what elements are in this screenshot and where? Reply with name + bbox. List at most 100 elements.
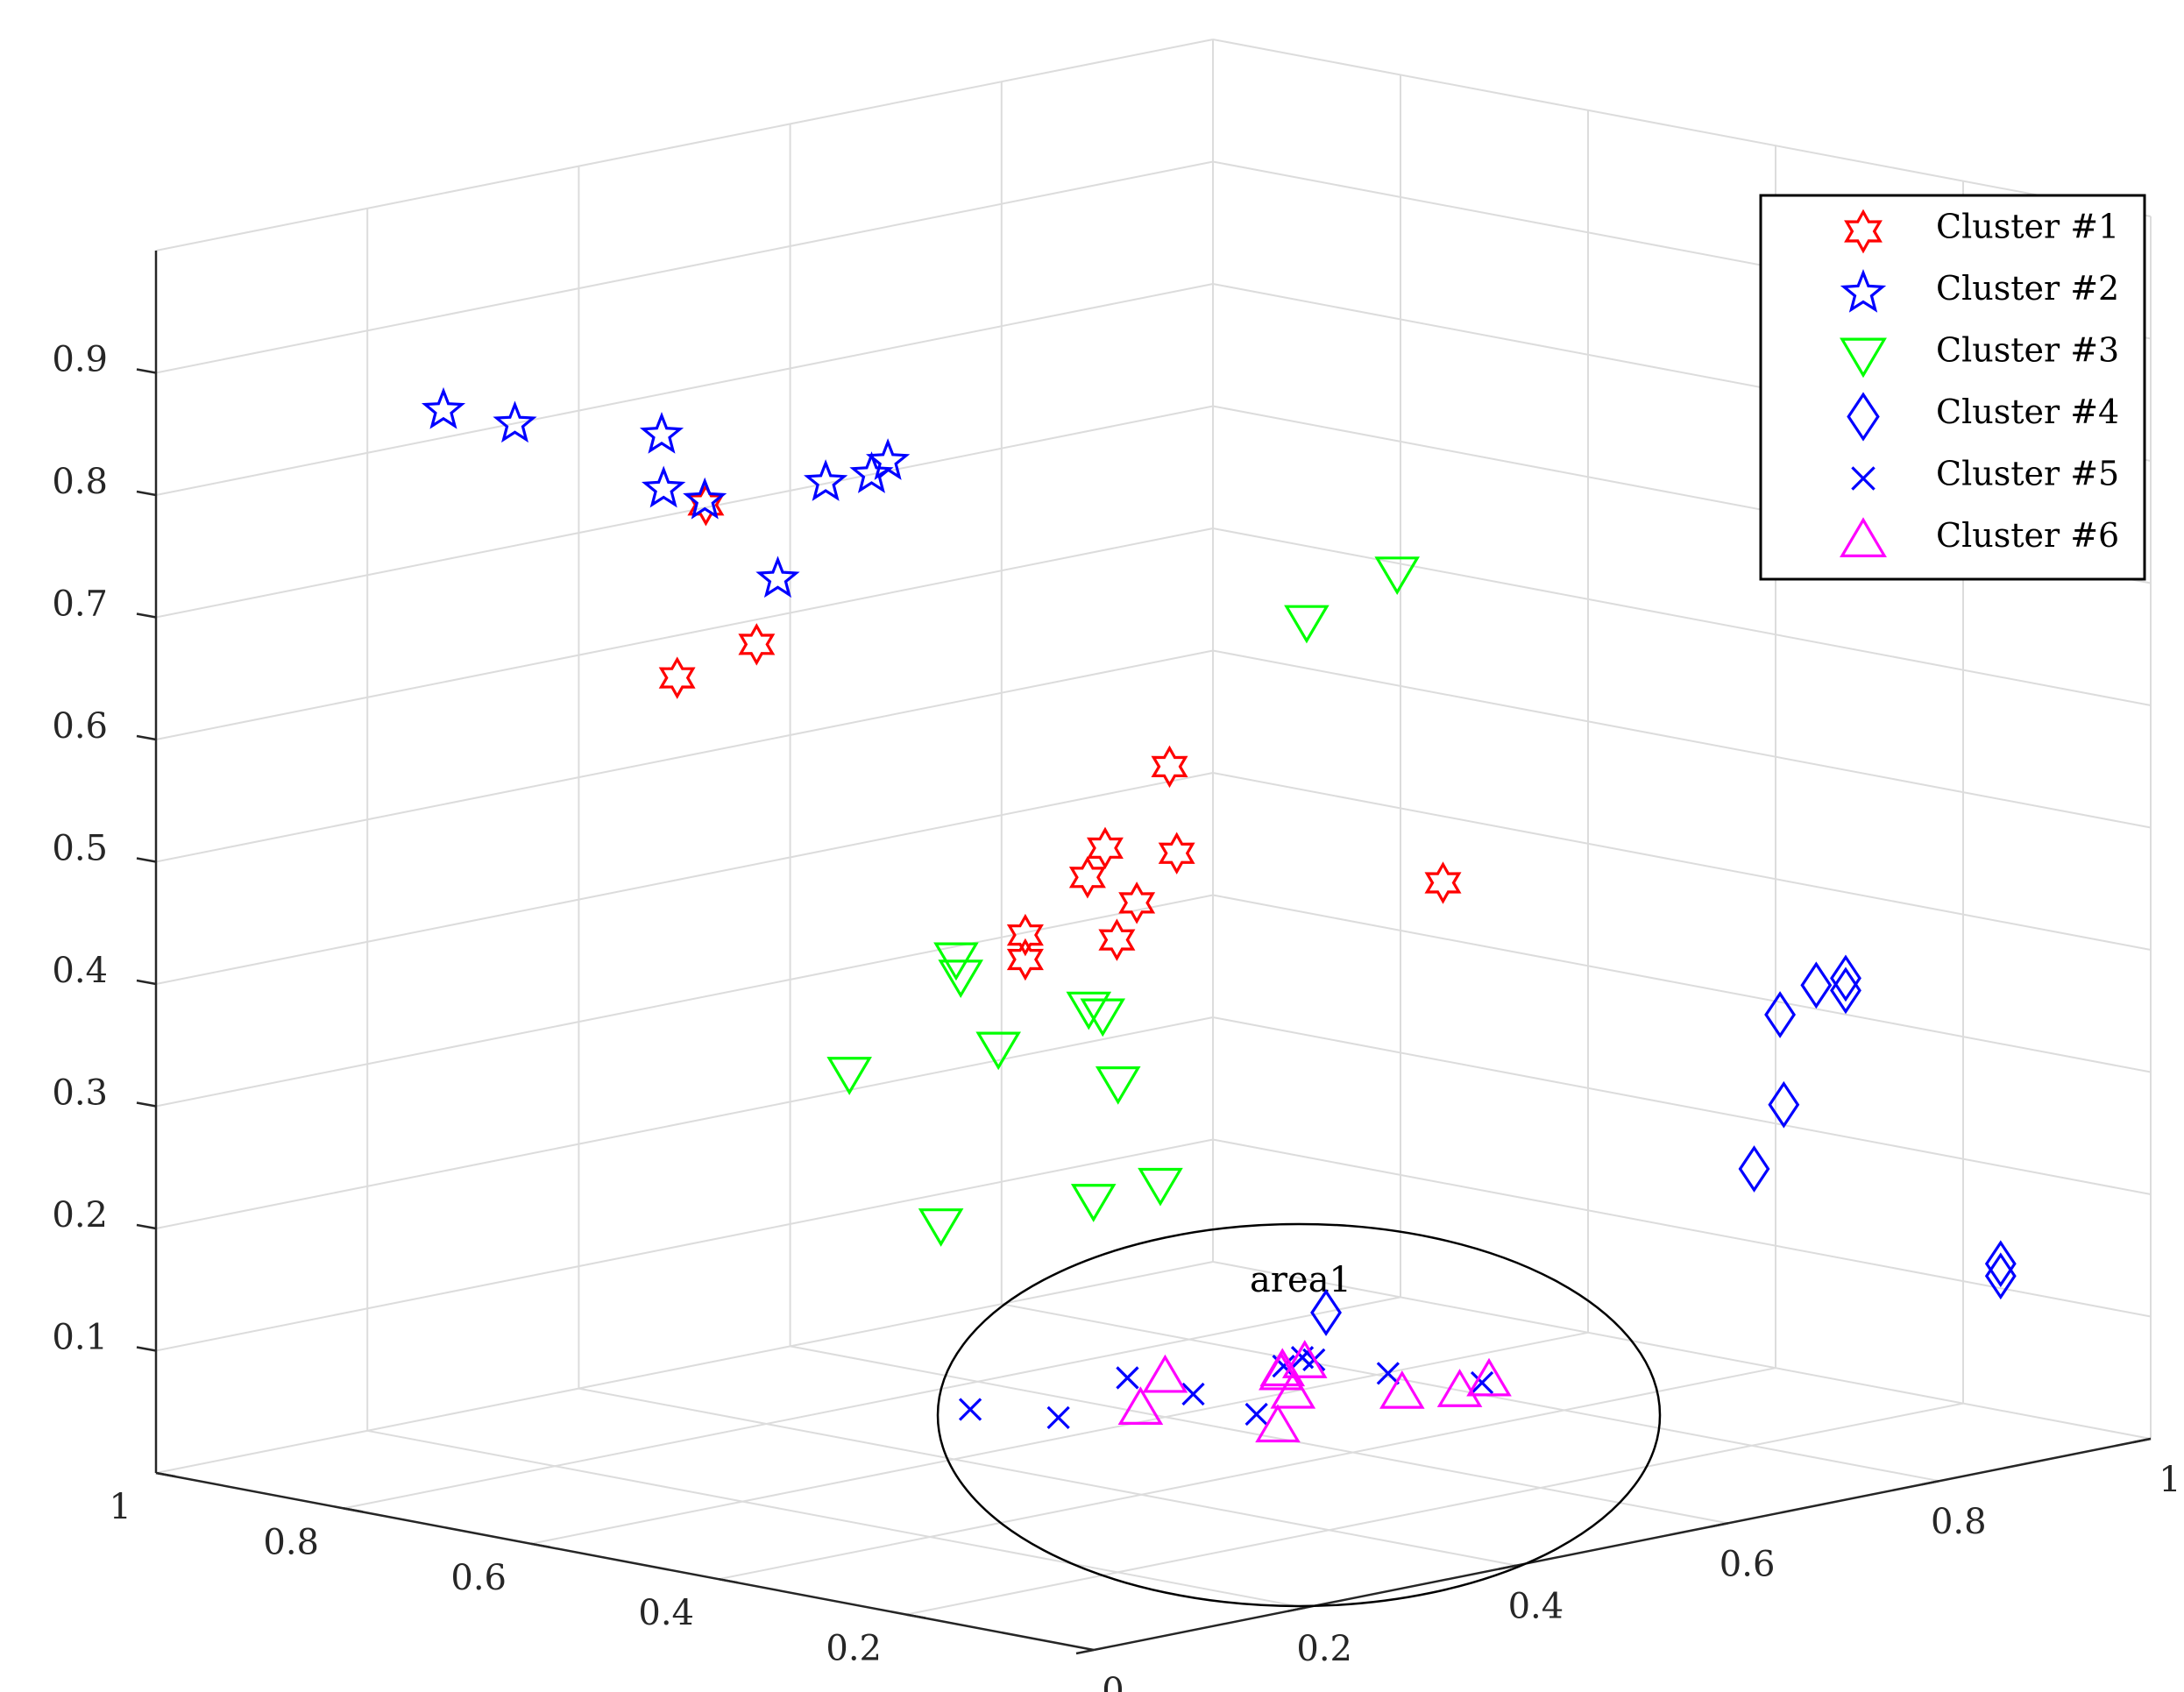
cluster-1-point	[738, 623, 776, 666]
cluster-2-point	[683, 477, 727, 520]
right-axis-tick-label: 0.4	[1508, 1587, 1564, 1627]
vertical-axis-tick-label: 0.5	[52, 829, 108, 869]
cluster-4-point	[1830, 954, 1861, 1002]
cluster-2-point	[639, 412, 684, 454]
cluster-4-point	[1310, 1289, 1342, 1336]
cluster-4-point	[1738, 1145, 1770, 1193]
wall-grid-line	[155, 772, 1214, 985]
cluster-4-point	[1830, 966, 1861, 1015]
left-axis-tick-label: 0.4	[638, 1593, 694, 1633]
right-axis-tick	[2132, 1437, 2152, 1444]
cluster-2-point	[642, 465, 686, 508]
cluster-4-point	[1800, 961, 1833, 1009]
axes-layer	[136, 251, 2152, 1655]
wall-grid-line	[1212, 1016, 2152, 1195]
floor-grid-line	[718, 1367, 1776, 1581]
vertical-axis-tick	[136, 490, 157, 497]
wall-grid-line	[155, 405, 1214, 619]
wall-grid-line	[1212, 772, 2152, 951]
left-axis-line	[155, 1471, 1095, 1652]
legend-marker-cluster-3	[1840, 337, 1887, 379]
cluster-3-point	[1095, 1066, 1141, 1105]
cluster-4-point	[1984, 1252, 2017, 1300]
right-axis-tick	[1287, 1606, 1306, 1613]
wall-grid-line	[155, 894, 1214, 1108]
right-axis-tick-label: 0.8	[1931, 1502, 1987, 1542]
cluster-6-point	[1281, 1340, 1328, 1378]
wall-grid-line	[1212, 649, 2152, 829]
cluster-6-point	[1466, 1357, 1512, 1397]
wall-grid-line	[155, 283, 1214, 496]
cluster-1-point	[1424, 861, 1462, 904]
legend-label-cluster-1: Cluster #1	[1936, 208, 2119, 246]
cluster-5-point	[958, 1398, 982, 1421]
series-cluster-4	[1310, 954, 2017, 1336]
cluster-2-point	[804, 459, 848, 501]
right-axis-tick-label: 1	[2159, 1460, 2180, 1500]
vertical-axis-tick-label: 0.4	[52, 951, 108, 991]
vertical-axis-tick	[136, 612, 157, 619]
wall-grid-line	[155, 649, 1214, 863]
cluster-5-point	[1470, 1370, 1494, 1395]
vertical-axis-tick	[136, 368, 157, 374]
legend-marker-cluster-4	[1847, 392, 1880, 442]
left-axis-tick-label: 0.8	[263, 1522, 319, 1562]
cluster-2-point	[849, 451, 894, 493]
cluster-3-point	[1080, 998, 1126, 1037]
cluster-3-point	[826, 1057, 872, 1095]
cluster-2-point	[755, 556, 800, 598]
floor-grid-line	[155, 1261, 1214, 1474]
cluster-3-point	[1070, 1184, 1117, 1222]
cluster-4-point	[1764, 991, 1797, 1038]
floor-grid-line	[905, 1402, 1964, 1616]
floor-grid-line	[343, 1296, 1401, 1510]
left-axis-tick	[155, 1471, 176, 1478]
legend-marker-cluster-1	[1844, 209, 1883, 254]
vertical-axis-tick	[136, 734, 157, 741]
cluster-2-point	[421, 386, 466, 429]
legend-label-cluster-6: Cluster #6	[1936, 516, 2119, 555]
floor-grid-line	[578, 1387, 1517, 1567]
right-axis-tick-label: 0.2	[1296, 1629, 1352, 1669]
cluster-6-point	[1142, 1354, 1188, 1393]
cluster-6-point	[1436, 1369, 1483, 1407]
wall-grid-line	[155, 1138, 1214, 1352]
wall-grid-line	[155, 527, 1214, 740]
cluster-1-point	[658, 656, 696, 699]
right-axis-tick-label: 0	[1102, 1671, 1124, 1692]
vertical-axis-tick-label: 0.7	[52, 584, 108, 625]
legend-marker-cluster-6	[1840, 517, 1887, 557]
cluster-3-point	[1138, 1167, 1183, 1207]
area1-ellipse	[936, 1222, 1662, 1608]
vertical-axis-tick-label: 0.2	[52, 1195, 108, 1235]
right-axis-tick	[1075, 1648, 1095, 1655]
cluster-5-point	[1244, 1402, 1268, 1427]
cluster-3-point	[1374, 556, 1421, 595]
area1-label: area1	[1250, 1260, 1351, 1300]
cluster-4-point	[1768, 1080, 1800, 1129]
floor-grid-line	[530, 1331, 1589, 1545]
cluster-6-point	[1259, 1351, 1304, 1391]
cluster-1-point	[1151, 745, 1188, 789]
right-axis-tick	[1710, 1522, 1728, 1528]
wall-grid-line	[1212, 894, 2152, 1073]
wall-grid-line	[155, 160, 1214, 374]
cluster-1-point	[1158, 832, 1195, 875]
cluster-3-point	[1066, 991, 1112, 1030]
cluster-1-point	[1098, 918, 1136, 961]
cluster-5-point	[1116, 1366, 1139, 1390]
cluster-3-point	[975, 1031, 1021, 1071]
cluster-3-point	[1284, 605, 1330, 644]
wall-grid-line	[1212, 1138, 2152, 1318]
right-axis-tick	[1921, 1479, 1940, 1486]
cluster-6-point	[1255, 1404, 1301, 1443]
series-cluster-2	[421, 386, 911, 598]
vertical-axis-tick-label: 0.6	[52, 706, 108, 747]
tick-labels: 1 0.8 0.6 0.4 0.2 0 0.2 0.4 0.6 0.8 1 0.1 0.2 0.3 0.4 0…	[52, 340, 2180, 1692]
floor-grid-line	[790, 1345, 1728, 1525]
wall-grid-line	[1212, 39, 2152, 217]
series-cluster-5	[958, 1346, 1494, 1429]
cluster-6-point	[1270, 1370, 1316, 1409]
cluster-3-point	[938, 959, 984, 999]
vertical-axis-tick-label: 0.1	[52, 1318, 108, 1358]
